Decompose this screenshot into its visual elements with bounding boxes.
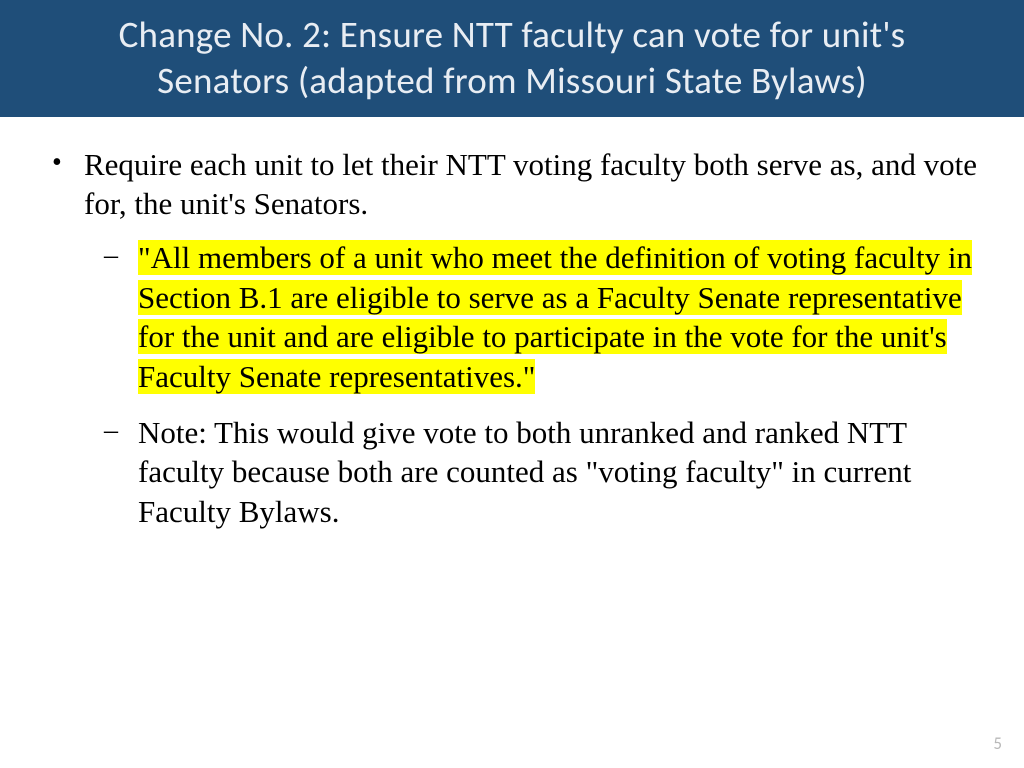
bullet-level1: Require each unit to let their NTT votin… [84, 145, 988, 532]
highlighted-quote: "All members of a unit who meet the defi… [138, 240, 972, 394]
slide-title-line2: Senators (adapted from Missouri State By… [20, 58, 1004, 104]
bullet-level2: Note: This would give vote to both unran… [138, 413, 988, 532]
bullet-level2: "All members of a unit who meet the defi… [138, 238, 988, 397]
page-number: 5 [993, 733, 1002, 754]
bullet-text: Require each unit to let their NTT votin… [84, 147, 977, 222]
note-text: Note: This would give vote to both unran… [138, 415, 911, 529]
slide-body: Require each unit to let their NTT votin… [0, 117, 1024, 532]
slide-title-line1: Change No. 2: Ensure NTT faculty can vot… [20, 12, 1004, 58]
slide-title-band: Change No. 2: Ensure NTT faculty can vot… [0, 0, 1024, 117]
